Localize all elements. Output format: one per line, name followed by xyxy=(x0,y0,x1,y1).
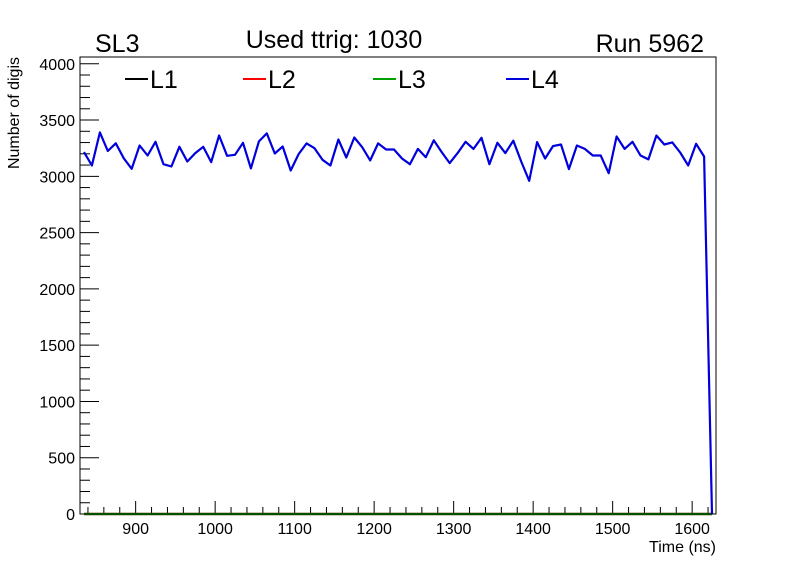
x-tick-label: 1400 xyxy=(515,521,551,538)
y-tick-label: 1500 xyxy=(39,338,75,355)
header-right-label: Run 5962 xyxy=(596,30,704,58)
legend-label-l2: L2 xyxy=(268,66,296,94)
legend-label-l4: L4 xyxy=(531,66,559,94)
header-left-label: SL3 xyxy=(95,30,139,58)
x-tick-label: 1600 xyxy=(674,521,710,538)
x-tick-label: 900 xyxy=(122,521,149,538)
y-tick-label: 4000 xyxy=(39,57,75,74)
y-tick-label: 500 xyxy=(48,451,75,468)
series-line-l4 xyxy=(83,131,714,515)
legend: L1 L2 L3 L4 xyxy=(125,66,559,94)
y-tick-label: 3500 xyxy=(39,113,75,130)
legend-label-l1: L1 xyxy=(150,66,178,94)
y-tick-label: 2500 xyxy=(39,226,75,243)
x-tick-label: 1100 xyxy=(277,521,312,538)
axes: 900 1000 1100 1200 1300 1400 1500 1600 0 500 1000 1… xyxy=(39,57,710,538)
y-axis-label: Number of digis xyxy=(6,57,23,169)
x-axis-label: Time (ns) xyxy=(649,539,716,556)
plot-frame xyxy=(79,56,717,515)
x-tick-label: 1200 xyxy=(356,521,392,538)
y-tick-label: 3000 xyxy=(39,169,75,186)
legend-label-l3: L3 xyxy=(398,66,426,94)
chart-title: Used ttrig: 1030 xyxy=(246,26,423,54)
x-tick-label: 1000 xyxy=(197,521,233,538)
y-tick-label: 0 xyxy=(66,507,75,524)
y-tick-label: 2000 xyxy=(39,282,75,299)
y-tick-label: 1000 xyxy=(39,394,75,411)
series-group xyxy=(83,131,714,516)
x-tick-label: 1300 xyxy=(436,521,472,538)
x-tick-label: 1500 xyxy=(595,521,631,538)
